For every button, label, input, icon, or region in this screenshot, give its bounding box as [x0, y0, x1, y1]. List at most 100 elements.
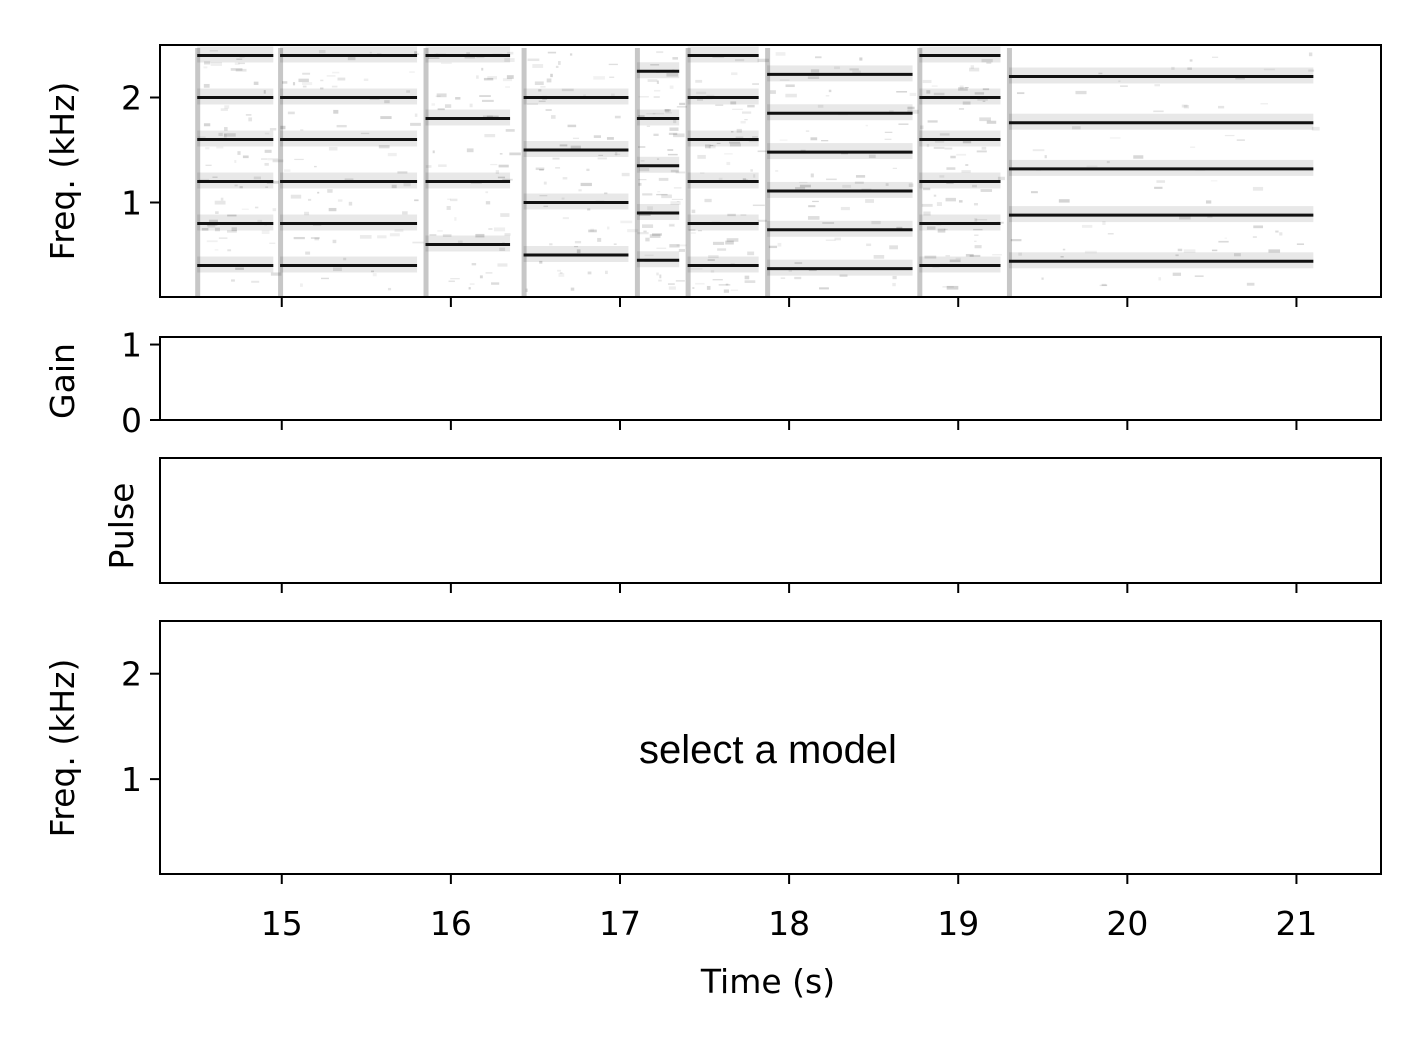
noise-speck — [562, 217, 569, 220]
noise-speck — [892, 167, 898, 169]
noise-speck — [708, 255, 719, 259]
noise-speck — [448, 280, 455, 283]
noise-speck — [282, 81, 288, 84]
noise-speck — [493, 227, 506, 232]
noise-speck — [257, 219, 263, 223]
noise-speck — [555, 167, 561, 169]
noise-speck — [873, 255, 885, 259]
noise-speck — [653, 133, 659, 136]
y-tick-label: 0 — [121, 401, 142, 440]
noise-speck — [799, 184, 811, 188]
noise-speck — [907, 109, 919, 114]
noise-speck — [1032, 149, 1045, 152]
noise-speck — [671, 198, 684, 200]
noise-speck — [369, 51, 372, 54]
noise-speck — [263, 90, 266, 94]
noise-speck — [231, 279, 235, 282]
noise-speck — [220, 108, 228, 111]
noise-speck — [695, 282, 705, 285]
noise-speck — [1044, 155, 1047, 159]
noise-speck — [272, 208, 277, 212]
noise-speck — [248, 117, 253, 122]
noise-speck — [1018, 252, 1022, 256]
noise-speck — [696, 91, 707, 95]
noise-speck — [664, 109, 671, 112]
noise-speck — [974, 240, 977, 242]
noise-speck — [539, 195, 548, 197]
noise-speck — [726, 238, 739, 242]
noise-speck — [318, 50, 326, 54]
noise-speck — [227, 249, 232, 252]
spectrogram-x-ticks — [280, 297, 1298, 307]
noise-speck — [650, 63, 660, 66]
noise-speck — [1099, 284, 1107, 287]
noise-speck — [734, 58, 745, 62]
noise-speck — [656, 247, 667, 249]
x-tick-label: 18 — [768, 904, 810, 943]
noise-speck — [371, 270, 374, 273]
noise-speck — [997, 221, 1004, 224]
noise-speck — [826, 178, 837, 181]
noise-speck — [235, 68, 247, 72]
noise-speck — [638, 179, 647, 181]
noise-speck — [690, 232, 696, 234]
noise-speck — [1263, 68, 1275, 71]
noise-speck — [347, 57, 356, 61]
noise-speck — [403, 183, 411, 187]
noise-speck — [706, 94, 715, 96]
noise-speck — [646, 125, 651, 127]
noise-speck — [750, 169, 753, 172]
noise-speck — [740, 214, 747, 216]
noise-speck — [269, 127, 277, 131]
noise-speck — [495, 170, 500, 174]
noise-speck — [656, 158, 660, 160]
noise-speck — [332, 71, 340, 74]
noise-speck — [590, 228, 595, 232]
noise-speck — [794, 262, 803, 265]
pulse-x-ticks — [280, 583, 1298, 593]
pulse-y-axis-label: Pulse — [102, 483, 141, 570]
noise-speck — [1084, 250, 1097, 254]
noise-speck — [328, 146, 338, 151]
noise-speck — [1060, 256, 1064, 258]
noise-speck — [659, 274, 662, 279]
noise-speck — [1275, 230, 1279, 233]
noise-speck — [958, 108, 965, 110]
noise-speck — [205, 147, 210, 150]
noise-speck — [545, 109, 552, 111]
noise-speck — [608, 63, 618, 66]
noise-speck — [206, 224, 218, 226]
noise-speck — [314, 165, 317, 168]
y-tick-label: 2 — [121, 79, 142, 118]
noise-speck — [210, 62, 223, 66]
noise-speck — [241, 208, 249, 210]
noise-speck — [209, 50, 218, 52]
noise-speck — [785, 93, 797, 98]
noise-speck — [744, 119, 748, 121]
noise-speck — [708, 145, 716, 149]
noise-speck — [1211, 56, 1219, 58]
noise-speck — [576, 249, 581, 254]
noise-speck — [234, 62, 240, 65]
noise-speck — [475, 233, 485, 238]
noise-speck — [570, 145, 581, 150]
output-y-axis-label: Freq. (kHz) — [43, 659, 82, 838]
noise-speck — [414, 113, 418, 117]
noise-speck — [712, 279, 723, 281]
noise-speck — [230, 68, 243, 71]
noise-speck — [410, 122, 421, 126]
noise-speck — [979, 117, 991, 122]
noise-speck — [409, 71, 415, 73]
noise-speck — [668, 286, 676, 290]
noise-speck — [598, 154, 603, 156]
noise-speck — [292, 82, 296, 86]
noise-speck — [926, 226, 936, 230]
noise-speck — [748, 140, 759, 143]
noise-speck — [670, 169, 679, 173]
noise-speck — [586, 168, 590, 172]
noise-speck — [526, 103, 539, 105]
noise-speck — [538, 100, 546, 102]
noise-speck — [959, 85, 964, 90]
noise-speck — [290, 194, 302, 199]
noise-speck — [884, 138, 892, 140]
